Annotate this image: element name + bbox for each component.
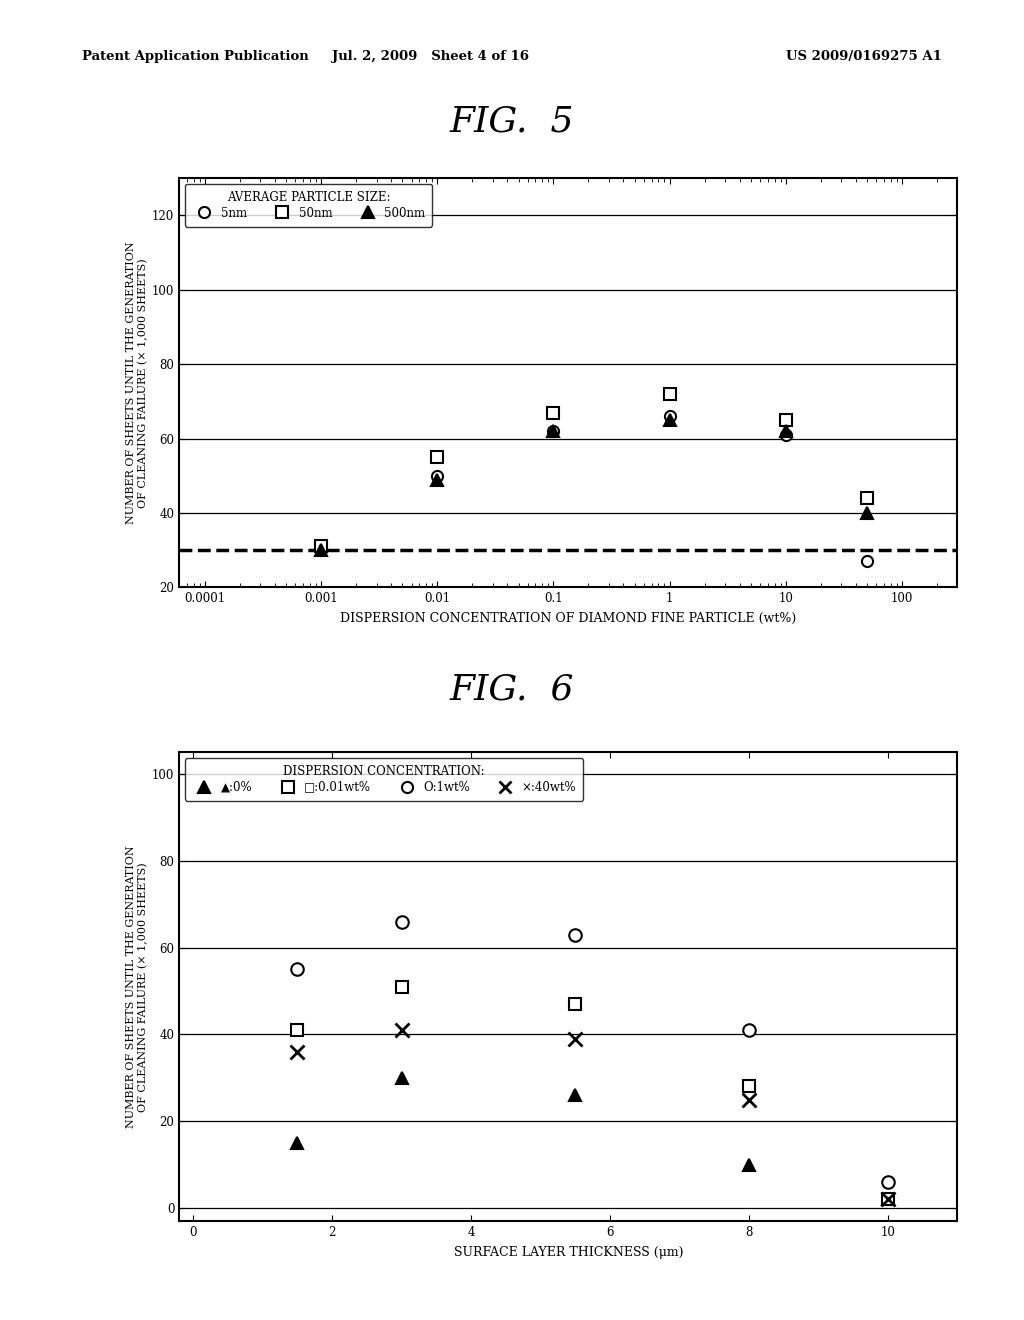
Text: Patent Application Publication: Patent Application Publication	[82, 50, 308, 63]
X-axis label: DISPERSION CONCENTRATION OF DIAMOND FINE PARTICLE (wt%): DISPERSION CONCENTRATION OF DIAMOND FINE…	[340, 612, 797, 626]
Text: US 2009/0169275 A1: US 2009/0169275 A1	[786, 50, 942, 63]
X-axis label: SURFACE LAYER THICKNESS (μm): SURFACE LAYER THICKNESS (μm)	[454, 1246, 683, 1259]
Text: FIG.  5: FIG. 5	[450, 104, 574, 139]
Text: FIG.  6: FIG. 6	[450, 672, 574, 706]
Legend: ▲:0%, □:0.01wt%, O:1wt%, ×:40wt%: ▲:0%, □:0.01wt%, O:1wt%, ×:40wt%	[185, 758, 584, 801]
Text: Jul. 2, 2009   Sheet 4 of 16: Jul. 2, 2009 Sheet 4 of 16	[332, 50, 528, 63]
Y-axis label: NUMBER OF SHEETS UNTIL THE GENERATION
OF CLEANING FAILURE (× 1,000 SHEETS): NUMBER OF SHEETS UNTIL THE GENERATION OF…	[126, 845, 147, 1129]
Y-axis label: NUMBER OF SHEETS UNTIL THE GENERATION
OF CLEANING FAILURE (× 1,000 SHEETS): NUMBER OF SHEETS UNTIL THE GENERATION OF…	[126, 242, 147, 524]
Legend: 5nm, 50nm, 500nm: 5nm, 50nm, 500nm	[185, 183, 432, 227]
